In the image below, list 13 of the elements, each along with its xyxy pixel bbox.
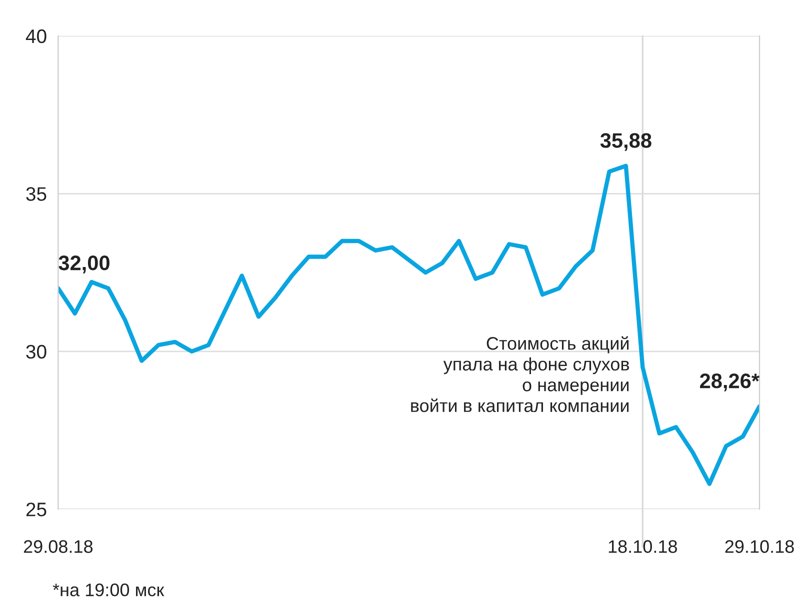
x-tick-label: 29.10.18 (725, 540, 794, 553)
y-tick-label: 40 (26, 29, 46, 44)
x-tick-label: 29.08.18 (24, 540, 93, 553)
line-series (58, 164, 760, 486)
data-label: 28,26* (700, 374, 760, 392)
y-tick-label: 35 (26, 187, 46, 201)
x-tick-label: 18.10.18 (608, 540, 677, 553)
data-label: 35,88 (600, 133, 652, 151)
y-tick-label: 25 (26, 502, 46, 516)
data-label: 32,00 (58, 256, 110, 274)
text: *на 19:00 мск (52, 584, 164, 596)
annotation: Стоимость акций упала на фоне слухов о намерении войти в капитал компании (411, 336, 629, 412)
y-tick-label: 30 (26, 344, 46, 359)
